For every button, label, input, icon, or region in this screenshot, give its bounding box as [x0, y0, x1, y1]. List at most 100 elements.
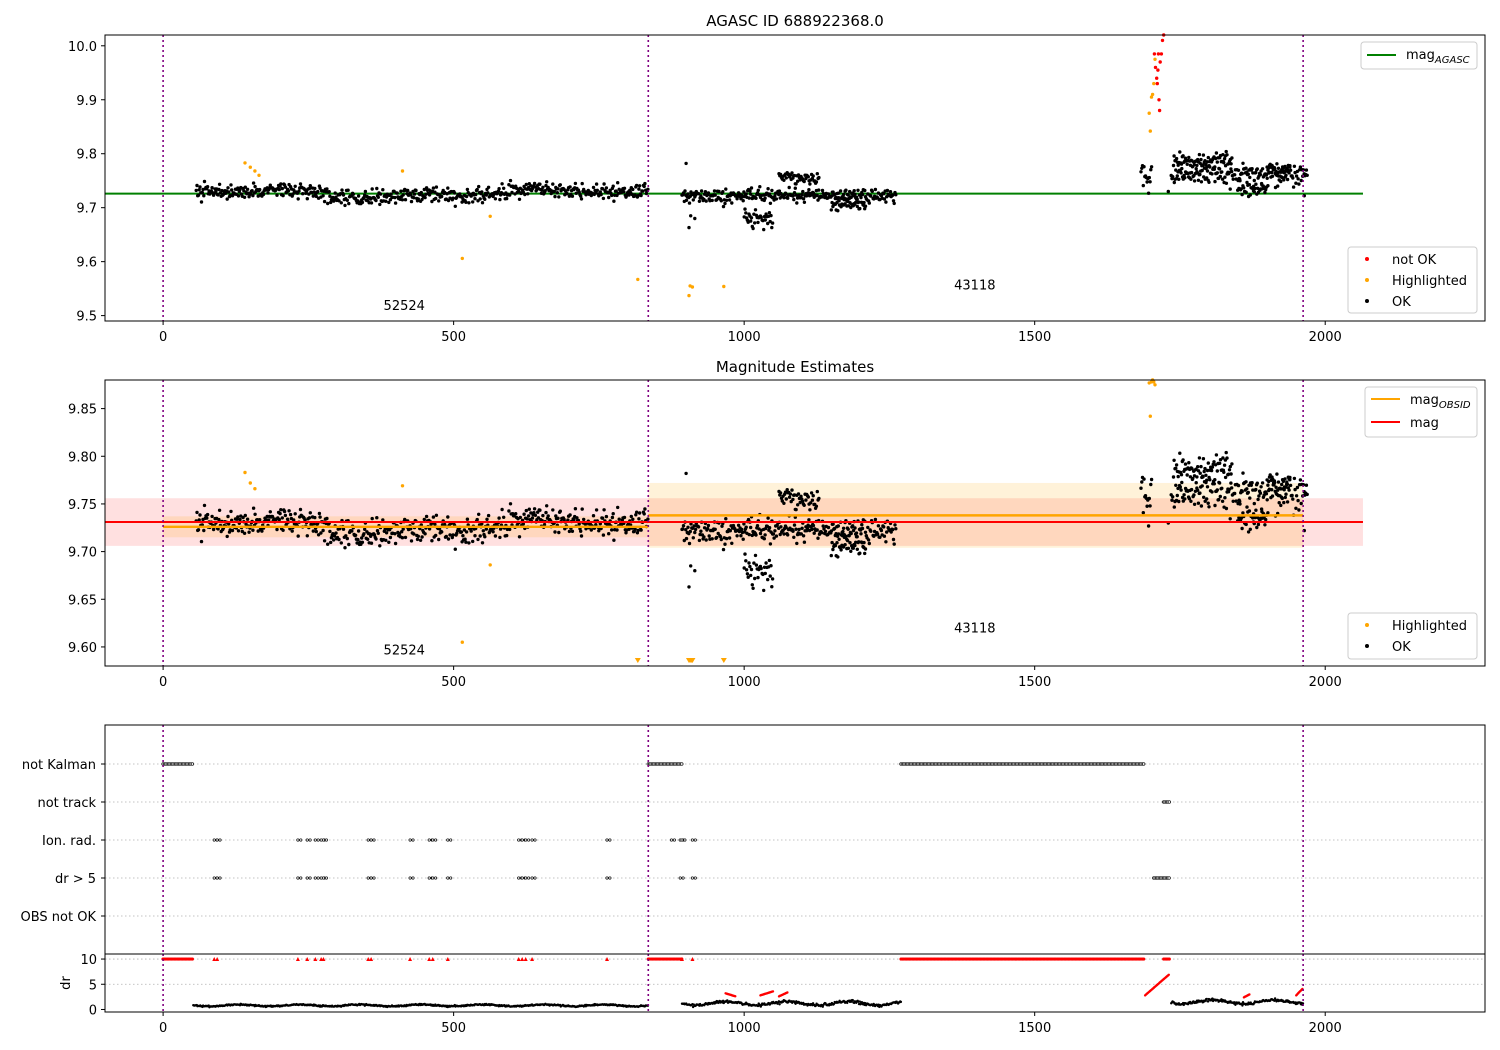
p1-ok-point	[574, 191, 578, 195]
p1-ok-point	[1238, 177, 1242, 181]
p1-ok-point	[370, 187, 374, 191]
p2-ok-point	[260, 529, 264, 533]
p2-ok-point	[1190, 467, 1194, 471]
p2-ok-point	[1215, 488, 1220, 492]
p2-ok-point	[375, 516, 379, 520]
p2-ok-point	[774, 534, 779, 538]
p1-ok-point	[742, 190, 746, 194]
p4-flag-marker	[445, 957, 450, 962]
p3-flag-point	[408, 876, 412, 880]
p1-ok-point	[1229, 162, 1233, 166]
p1-ok-point	[387, 200, 391, 205]
p2-ok-point	[1270, 488, 1274, 492]
p1-ok-point	[251, 181, 256, 185]
p2-ok-point	[530, 516, 535, 520]
p2-ok-point	[1297, 508, 1301, 512]
p2-ok-point	[283, 513, 288, 518]
p1-ok-point	[1145, 180, 1149, 184]
p2-ok-point	[450, 535, 454, 540]
p1-ok-point	[794, 182, 798, 186]
p2-ok-point	[622, 515, 627, 520]
p3-category-label: not track	[37, 796, 96, 811]
p1-ok-point	[863, 204, 868, 208]
p2-ok-point	[1210, 490, 1214, 494]
p2-ok-point	[525, 517, 529, 521]
p2-ok-point	[1149, 482, 1153, 487]
p2-ok-point	[1171, 495, 1175, 499]
p4-flag-marker	[520, 957, 525, 962]
p1-ok-point	[796, 179, 800, 183]
p2-ok-point	[507, 509, 511, 513]
p2-ok-point	[1194, 467, 1198, 471]
p2-ok-point	[1224, 506, 1229, 511]
p2-ok-point	[566, 518, 570, 522]
p1-ok-point	[568, 185, 572, 189]
p1-ok-point	[286, 189, 291, 193]
p2-ok-point	[1247, 509, 1252, 513]
p2-ok-point	[292, 518, 296, 522]
p2-ok-point	[1236, 483, 1241, 488]
p1-ok-point	[754, 196, 758, 200]
p1-ok-point	[706, 191, 711, 195]
p2-ok-point	[1149, 477, 1154, 482]
p2-ok-point	[1176, 474, 1180, 479]
p2-ok-point	[681, 524, 686, 528]
p1-ok-point	[242, 195, 247, 199]
p2-title: Magnitude Estimates	[716, 358, 874, 376]
p2-ok-point	[689, 564, 693, 568]
p2-ok-point	[1254, 487, 1258, 492]
p4-dr-point	[899, 1000, 903, 1004]
p1-ok-point	[743, 207, 747, 211]
p2-ok-point	[799, 494, 803, 498]
p2-ok-point	[772, 536, 776, 540]
p2-ok-point	[363, 527, 367, 531]
p2-ok-point	[749, 525, 753, 530]
p1-ok-point	[253, 184, 257, 189]
p2-ok-point	[891, 537, 896, 542]
p1-ok-point	[1254, 170, 1258, 175]
p2-ok-point	[1241, 511, 1245, 515]
p1-ok-point	[1246, 172, 1251, 176]
p1-ok-point	[841, 192, 846, 197]
p2-ok-point	[756, 575, 760, 580]
p4-ylabel: dr	[59, 976, 74, 990]
p1-ok-point	[863, 188, 867, 193]
p1-ok-point	[1244, 190, 1248, 194]
p2-ok-point	[782, 501, 786, 505]
p2-ok-point	[1204, 473, 1208, 477]
p1-ok-point	[614, 189, 618, 193]
p2-ok-point	[360, 540, 365, 544]
p1-ok-point	[579, 194, 583, 198]
p1-highlighted-point	[1149, 95, 1154, 99]
p2-ok-point	[743, 552, 747, 556]
p2-ok-point	[763, 571, 767, 576]
p3-flag-point	[605, 876, 609, 880]
p1-ok-point	[258, 187, 262, 192]
p3-flag-point	[313, 838, 317, 842]
p2-ok-point	[633, 527, 637, 531]
p2-ok-point	[602, 508, 606, 512]
p2-ok-point	[758, 531, 763, 536]
p2-ok-point	[376, 531, 380, 535]
p2-ok-point	[424, 514, 429, 519]
p1-ok-point	[202, 194, 206, 198]
p2-ok-point	[268, 510, 272, 514]
p2-ok-point	[844, 534, 848, 538]
p2-legend-marker	[1365, 644, 1369, 648]
p2-ok-point	[797, 527, 801, 532]
p1-ok-point	[888, 190, 893, 194]
p1-ok-point	[1294, 181, 1298, 185]
p3-flag-point	[520, 838, 524, 842]
p2-ok-point	[723, 542, 727, 546]
p1-ok-point	[1141, 183, 1146, 188]
p1-ok-point	[807, 188, 811, 192]
p2-ok-point	[727, 536, 732, 540]
p1-highlighted-point	[248, 165, 252, 169]
p2-ok-point	[343, 546, 347, 550]
p2-ok-point	[1203, 466, 1207, 471]
p2-xtick-label: 1000	[728, 675, 761, 690]
p2-ok-point	[579, 534, 584, 538]
p2-ok-point	[522, 512, 526, 516]
p1-legend-label: not OK	[1392, 253, 1437, 268]
p2-ok-point	[1205, 497, 1209, 501]
